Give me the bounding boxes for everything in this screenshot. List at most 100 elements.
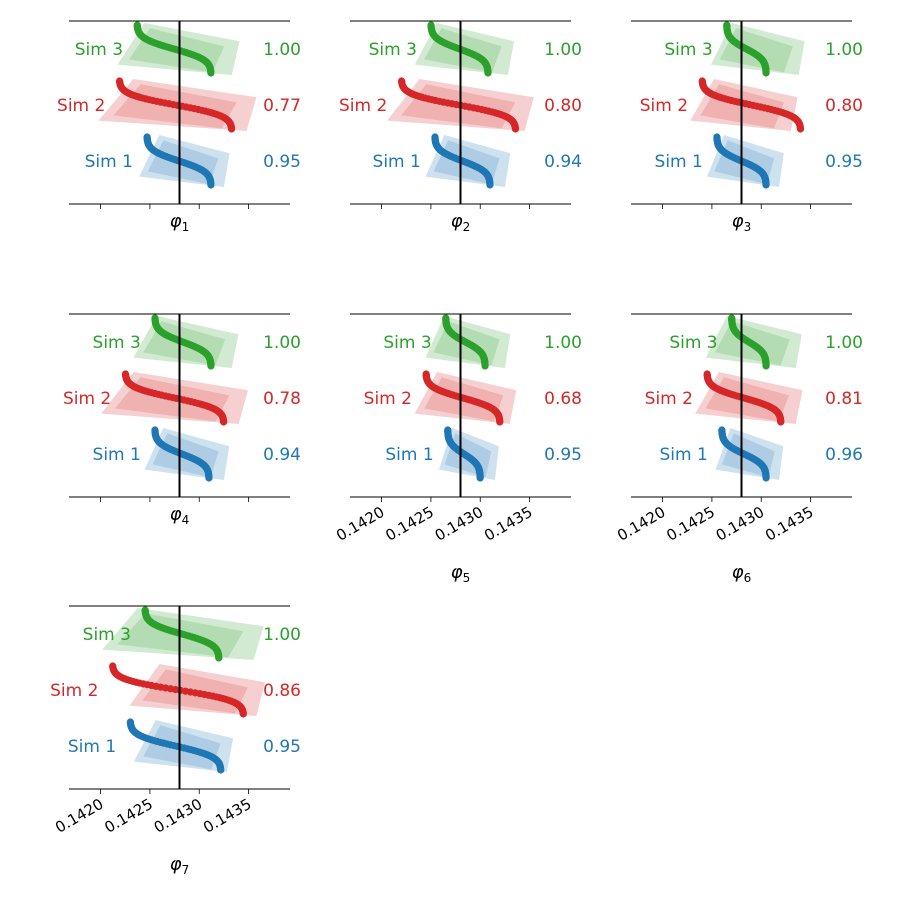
credible-band-inner [719, 28, 793, 73]
coverage-value: 1.00 [825, 333, 863, 353]
x-axis-label: φ4 [170, 504, 190, 527]
estimate-point [476, 474, 484, 482]
x-tick-label: 0.1430 [713, 503, 767, 545]
coverage-value: 0.68 [544, 389, 582, 409]
x-tick-label: 0.1435 [481, 503, 535, 545]
series-sim-1: Sim 1 0.94 [373, 133, 582, 189]
coverage-value: 1.00 [544, 40, 582, 60]
credible-band [710, 23, 805, 75]
estimate-point [205, 474, 213, 482]
series-sim-2: Sim 2 0.68 [364, 370, 582, 426]
series-label: Sim 3 [93, 333, 141, 353]
x-tick-label: 0.1435 [200, 795, 254, 837]
x-tick-label: 0.1420 [614, 503, 668, 545]
series-label: Sim 2 [640, 96, 688, 116]
series-label: Sim 2 [57, 96, 105, 116]
estimate-point [207, 181, 215, 189]
series-label: Sim 1 [385, 445, 433, 465]
panel-2: Sim 3 1.00 Sim 2 0.80 Sim 1 0.94 φ2 [339, 20, 582, 234]
coverage-value: 1.00 [544, 333, 582, 353]
x-axis-label: φ3 [732, 211, 752, 234]
coverage-value: 0.80 [544, 96, 582, 116]
series-label: Sim 1 [659, 445, 707, 465]
coverage-value: 0.86 [263, 681, 301, 701]
coverage-value: 1.00 [263, 40, 301, 60]
series-label: Sim 1 [655, 152, 703, 172]
coverage-value: 0.94 [263, 445, 301, 465]
estimate-point [220, 418, 228, 426]
series-sim-1: Sim 1 0.95 [655, 133, 863, 189]
series-sim-3: Sim 3 1.00 [383, 314, 582, 370]
series-sim-2: Sim 2 0.86 [50, 662, 301, 718]
coverage-value: 0.81 [825, 389, 863, 409]
x-tick-label: 0.1425 [663, 503, 717, 545]
coverage-value: 1.00 [263, 333, 301, 353]
panel-4: Sim 3 1.00 Sim 2 0.78 Sim 1 0.94 φ4 [63, 313, 301, 527]
estimate-point [796, 125, 805, 133]
x-axis-label: φ1 [170, 211, 190, 234]
panel-3: Sim 3 1.00 Sim 2 0.80 Sim 1 0.95 φ3 [631, 20, 863, 234]
coverage-value: 0.95 [263, 152, 301, 172]
estimate-point [207, 69, 215, 77]
estimate-point [239, 710, 247, 718]
x-tick-label: 0.1430 [432, 503, 486, 545]
coverage-value: 0.78 [263, 389, 301, 409]
series-sim-2: Sim 2 0.81 [645, 370, 863, 426]
series-sim-3: Sim 3 1.00 [669, 314, 863, 370]
x-tick-label: 0.1425 [382, 503, 436, 545]
coverage-value: 0.96 [825, 445, 863, 465]
estimate-point [511, 125, 520, 133]
coverage-value: 0.94 [544, 152, 582, 172]
x-axis-label: φ2 [451, 211, 471, 234]
coverage-value: 1.00 [825, 40, 863, 60]
series-label: Sim 2 [50, 681, 98, 701]
estimate-point [486, 181, 494, 189]
series-label: Sim 3 [75, 40, 123, 60]
series-label: Sim 1 [373, 152, 421, 172]
series-label: Sim 1 [85, 152, 133, 172]
series-label: Sim 1 [68, 737, 116, 757]
series-sim-1: Sim 1 0.95 [85, 133, 301, 189]
x-tick-label: 0.1425 [101, 795, 155, 837]
x-axis-label: φ5 [451, 562, 471, 585]
estimate-point [217, 766, 225, 774]
series-sim-1: Sim 1 0.94 [93, 426, 301, 482]
series-sim-3: Sim 3 1.00 [93, 314, 301, 370]
estimate-point [762, 474, 770, 482]
series-sim-1: Sim 1 0.96 [659, 426, 863, 482]
series-label: Sim 3 [664, 40, 712, 60]
estimate-point [215, 654, 223, 662]
series-label: Sim 3 [383, 333, 431, 353]
coverage-value: 0.95 [825, 152, 863, 172]
series-sim-3: Sim 3 1.00 [83, 606, 301, 662]
series-sim-2: Sim 2 0.78 [63, 370, 301, 426]
estimate-point [496, 418, 504, 426]
series-sim-3: Sim 3 1.00 [664, 21, 863, 77]
series-label: Sim 2 [63, 389, 111, 409]
estimate-point [762, 362, 770, 370]
series-label: Sim 1 [93, 445, 141, 465]
series-label: Sim 2 [364, 389, 412, 409]
x-tick-label: 0.1420 [52, 795, 106, 837]
coverage-value: 1.00 [263, 625, 301, 645]
estimate-point [762, 69, 770, 77]
series-sim-3: Sim 3 1.00 [75, 21, 301, 77]
estimate-point [481, 362, 489, 370]
series-sim-2: Sim 2 0.80 [640, 77, 863, 133]
series-label: Sim 3 [83, 625, 131, 645]
series-label: Sim 3 [369, 40, 417, 60]
coverage-value: 0.95 [544, 445, 582, 465]
x-axis-label: φ7 [170, 854, 190, 877]
series-sim-3: Sim 3 1.00 [369, 21, 582, 77]
x-tick-label: 0.1435 [762, 503, 816, 545]
series-sim-1: Sim 1 0.95 [385, 426, 582, 482]
panel-1: Sim 3 1.00 Sim 2 0.77 Sim 1 0.95 φ1 [57, 20, 301, 234]
coverage-value: 0.80 [825, 96, 863, 116]
series-sim-1: Sim 1 0.95 [68, 718, 301, 774]
estimate-point [484, 69, 492, 77]
coverage-value: 0.95 [263, 737, 301, 757]
